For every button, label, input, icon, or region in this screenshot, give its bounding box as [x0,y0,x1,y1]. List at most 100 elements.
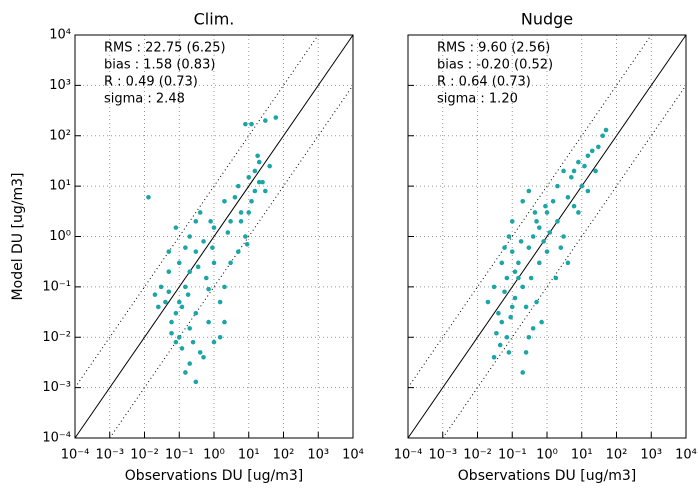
point [166,269,172,275]
point [585,153,591,159]
point [558,245,564,250]
point [547,230,553,235]
point [179,346,185,351]
point [536,260,542,266]
point [491,354,497,360]
point [565,195,571,200]
point [539,319,544,325]
point [520,370,526,375]
y-axis-label: Model DU [ug/m3] [10,173,26,301]
y-tick-label: 10² [49,128,71,143]
point [509,249,515,254]
stat-annotation: RMS : 9.60 (2.56) [437,41,550,56]
point [187,234,193,239]
point [210,245,215,250]
x-axis-label: Observations DU [ug/m3] [458,468,636,484]
point [273,115,279,120]
point [571,168,577,174]
point [516,260,521,266]
point [504,275,510,281]
point [526,334,532,340]
point [263,118,268,123]
point [246,174,252,180]
point [217,334,223,340]
point [243,121,248,127]
x-tick-label: 10⁻² [130,448,159,463]
point [576,210,581,215]
point [499,319,505,325]
axes-frame [74,34,354,439]
point [568,174,574,180]
stat-annotation: bias : -0.20 (0.52) [437,58,553,73]
point [193,379,199,385]
point [544,210,550,215]
point [555,183,560,189]
point [512,295,518,301]
point [173,339,179,345]
point [550,198,556,204]
point [193,219,199,224]
point [600,133,605,139]
point [173,310,179,316]
stat-annotation: R : 0.64 (0.73) [437,75,531,90]
chart-title: Clim. [194,10,235,29]
point [193,249,199,254]
factor-line [74,34,319,388]
point [222,198,227,204]
point [509,304,515,310]
y-tick-label: 10⁻¹ [42,279,71,294]
x-tick-label: 10⁴ [675,448,697,463]
point [249,198,254,204]
point [582,163,587,169]
stat-annotation: R : 0.49 (0.73) [104,75,198,90]
point [166,249,172,254]
point [256,179,262,185]
x-tick-label: 10⁻¹ [165,448,194,463]
axes-frame [407,34,687,439]
point [201,239,206,244]
point [183,284,188,290]
point [201,354,206,360]
point [532,210,538,215]
point [518,239,524,244]
x-tick-label: 10⁻⁴ [61,448,90,463]
point [197,350,203,355]
point [169,330,174,336]
stat-annotation: sigma : 1.20 [437,92,518,107]
point [536,225,542,230]
point [502,245,507,250]
point [183,245,188,250]
factor-line [109,85,354,439]
point [211,225,217,230]
y-tick-label: 10⁴ [49,28,71,43]
chart-title: Nudge [521,10,573,29]
point [596,144,601,150]
x-tick-label: 10⁻² [463,448,492,463]
point [565,260,571,266]
point [187,361,193,366]
point [249,121,254,127]
point [579,183,585,189]
point [494,330,499,336]
point [190,339,196,345]
point [222,319,227,325]
point [185,292,191,297]
y-tick-label: 10⁻³ [42,380,71,395]
point [156,304,161,310]
x-tick-label: 10² [606,448,628,463]
point [169,319,174,325]
point [499,260,505,266]
x-tick-label: 10⁴ [342,448,364,463]
point [235,183,241,189]
point [183,370,188,375]
point [176,299,182,305]
point [512,269,518,275]
point [504,334,510,340]
point [523,304,529,310]
point [523,350,529,355]
point [195,264,201,270]
point [193,310,199,316]
x-tick-label: 10⁰ [203,448,225,463]
point [176,260,182,266]
point [206,319,211,325]
